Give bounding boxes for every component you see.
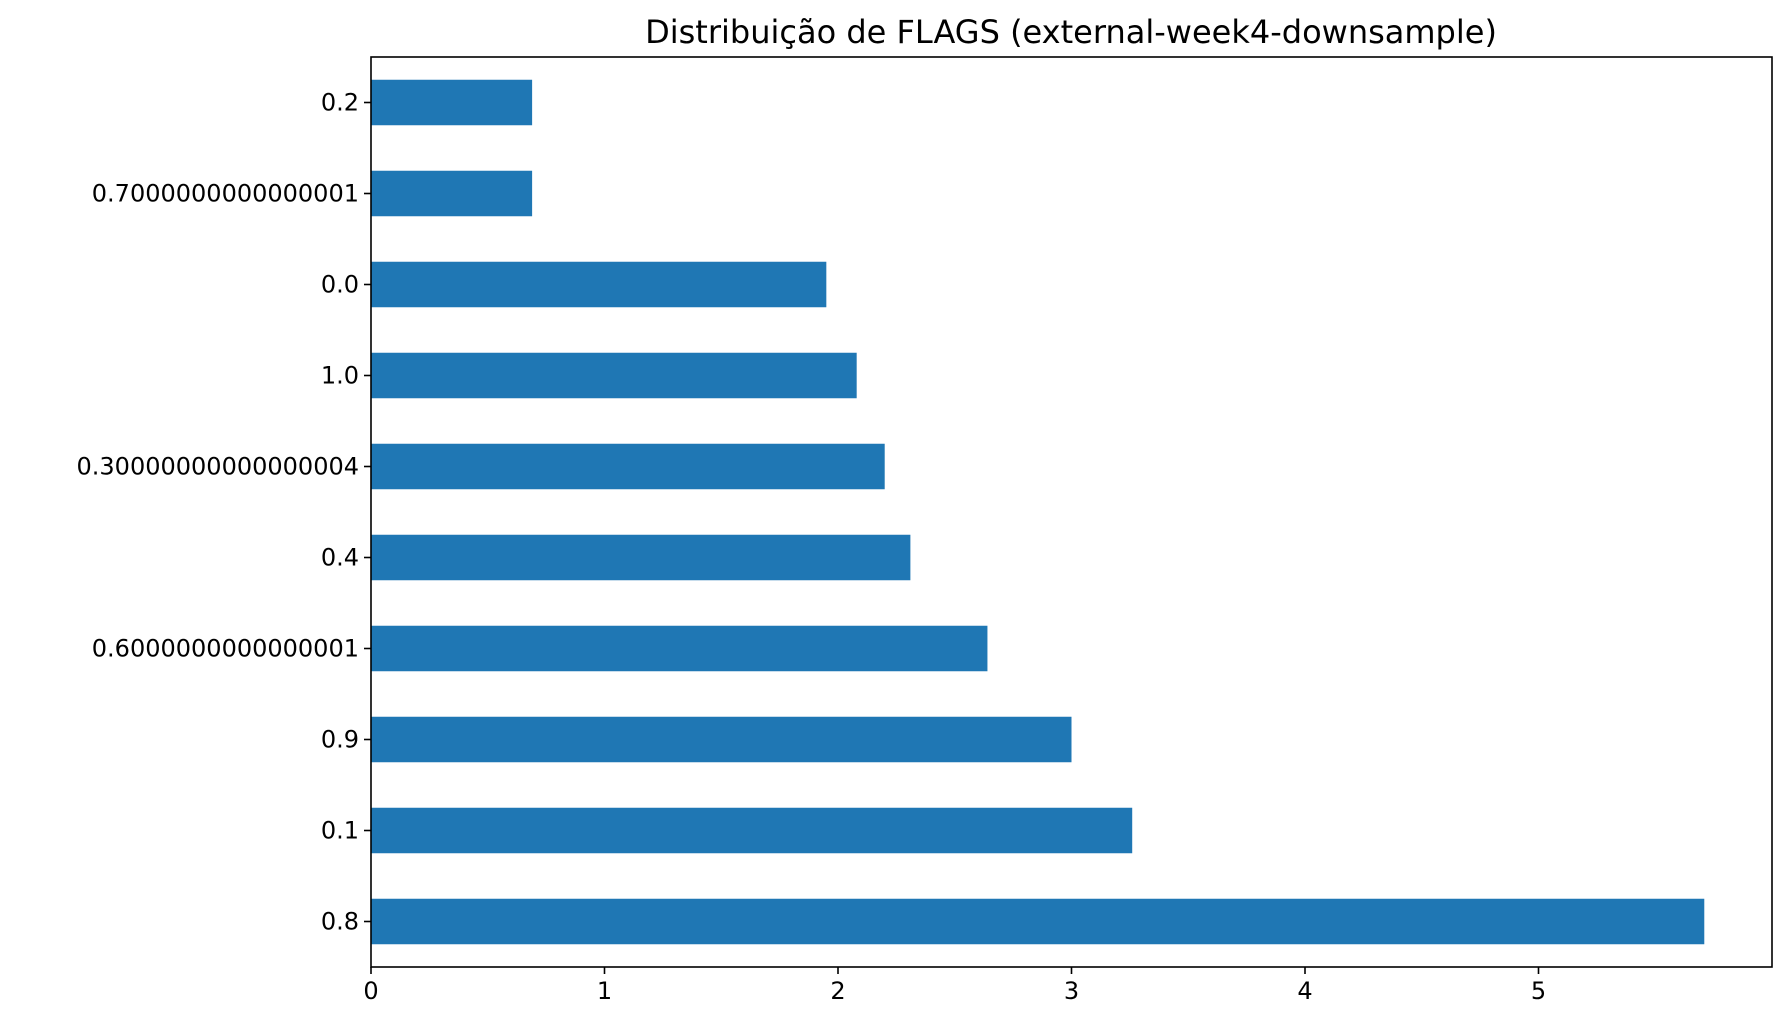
x-tick-label: 1: [597, 977, 612, 1005]
bar: [371, 261, 827, 308]
bar: [371, 79, 533, 126]
bar: [371, 716, 1072, 763]
bar: [371, 170, 533, 217]
x-tick-label: 3: [1064, 977, 1079, 1005]
x-tick-label: 2: [830, 977, 845, 1005]
y-tick-label: 0.7000000000000001: [92, 180, 359, 208]
x-tick-label: 0: [363, 977, 378, 1005]
bars-layer: [371, 79, 1705, 945]
y-tick-label: 0.1: [321, 817, 359, 845]
y-tick-label: 0.30000000000000004: [77, 453, 359, 481]
bar: [371, 352, 857, 399]
y-tick-label: 0.8: [321, 908, 359, 936]
bar: [371, 898, 1705, 945]
x-axis-ticks: 0 1 2 3 4 5: [363, 967, 1546, 1005]
bar: [371, 807, 1133, 854]
y-tick-label: 0.4: [321, 544, 359, 572]
chart-title: Distribuição de FLAGS (external-week4-do…: [645, 13, 1497, 51]
x-tick-label: 4: [1297, 977, 1312, 1005]
y-tick-label: 0.0: [321, 271, 359, 299]
bar: [371, 625, 988, 672]
x-tick-label: 5: [1531, 977, 1546, 1005]
y-tick-label: 1.0: [321, 362, 359, 390]
axes-frame: [370, 56, 1773, 968]
y-tick-label: 0.6000000000000001: [92, 635, 359, 663]
y-tick-label: 0.2: [321, 89, 359, 117]
y-axis-ticks: 0.2 0.7000000000000001 0.0 1.0 0.30000000000…: [77, 89, 371, 936]
y-tick-label: 0.9: [321, 726, 359, 754]
bar: [371, 534, 911, 581]
bar: [371, 443, 885, 490]
